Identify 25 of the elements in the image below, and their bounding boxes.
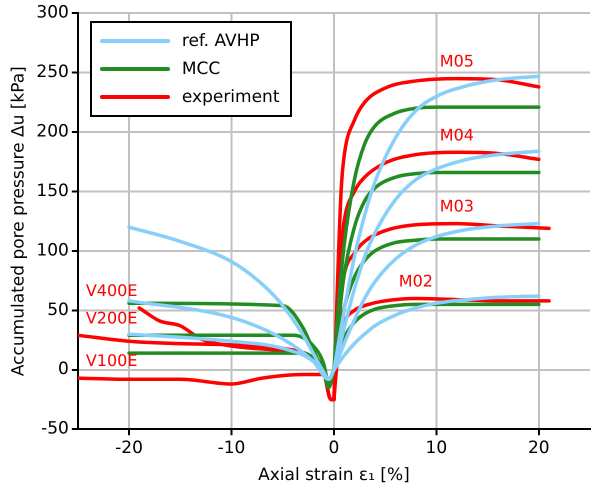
- y-axis-title: Accumulated pore pressure Δu [kPa]: [8, 66, 29, 376]
- x-tick-label: -10: [218, 438, 246, 458]
- annotation: V400E: [86, 281, 138, 300]
- y-tick-label: 0: [58, 359, 69, 380]
- x-axis-title: Axial strain ε₁ [%]: [258, 465, 410, 486]
- y-tick-label: 150: [36, 180, 69, 201]
- annotation: M05: [440, 52, 474, 71]
- y-tick-label: 50: [47, 300, 69, 320]
- legend-label: experiment: [182, 87, 280, 108]
- annotation: M04: [440, 125, 474, 144]
- annotation: M02: [398, 272, 433, 291]
- annotation: V200E: [86, 308, 138, 328]
- x-tick-label: 0: [328, 438, 340, 458]
- y-tick-label: 200: [36, 121, 69, 142]
- legend-label: MCC: [182, 59, 220, 80]
- y-tick-label: 250: [36, 62, 69, 82]
- y-tick-label: 100: [36, 240, 69, 260]
- x-tick-label: 20: [528, 438, 550, 458]
- y-tick-label: -50: [41, 418, 69, 439]
- x-tick-label: 10: [426, 438, 448, 458]
- annotation: M03: [440, 196, 474, 216]
- annotation: V100E: [86, 351, 138, 370]
- legend-label: ref. AVHP: [182, 31, 260, 52]
- y-tick-label: 300: [36, 2, 69, 23]
- x-tick-label: -20: [115, 438, 143, 458]
